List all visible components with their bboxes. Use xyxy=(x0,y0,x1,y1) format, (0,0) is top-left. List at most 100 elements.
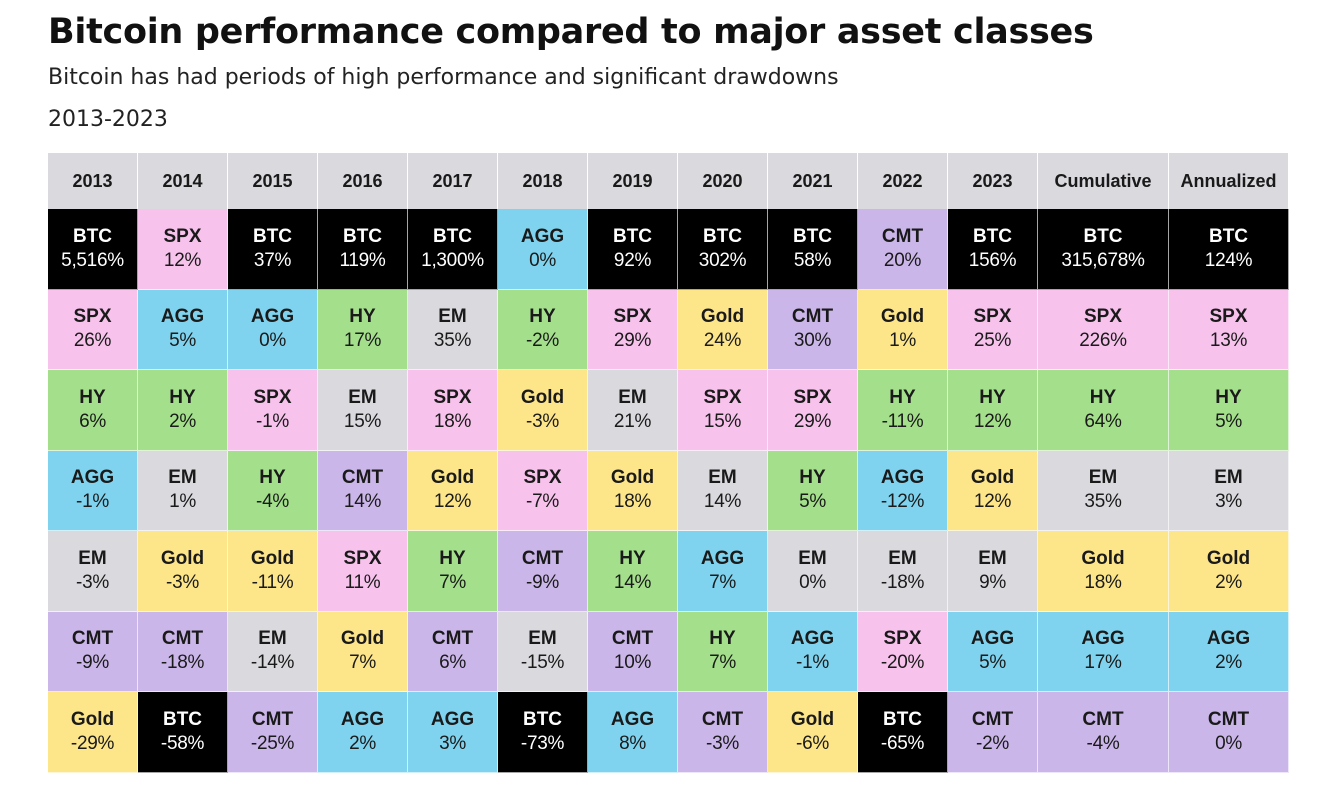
asset-label: AGG xyxy=(70,467,115,489)
performance-cell: Gold 18% xyxy=(588,450,678,531)
return-value: 35% xyxy=(433,330,472,352)
return-value: 9% xyxy=(979,571,1006,593)
performance-cell: AGG 17% xyxy=(1038,611,1169,692)
performance-cell: SPX -20% xyxy=(858,611,948,692)
asset-label: AGG xyxy=(700,547,745,569)
return-value: -2% xyxy=(526,330,559,352)
asset-label: SPX xyxy=(73,306,112,328)
asset-label: AGG xyxy=(520,225,565,247)
asset-label: HY xyxy=(529,306,556,328)
performance-cell: CMT 6% xyxy=(408,611,498,692)
performance-cell: CMT 30% xyxy=(768,289,858,370)
asset-label: CMT xyxy=(71,628,114,650)
performance-cell: HY 64% xyxy=(1038,370,1169,451)
asset-label: Gold xyxy=(970,467,1015,489)
asset-label: AGG xyxy=(1081,628,1125,650)
asset-label: HY xyxy=(889,386,916,408)
return-value: 15% xyxy=(703,410,742,432)
performance-cell: AGG 5% xyxy=(138,289,228,370)
return-value: -3% xyxy=(706,732,739,754)
chart-title: Bitcoin performance compared to major as… xyxy=(48,12,1094,52)
performance-cell: SPX 29% xyxy=(768,370,858,451)
asset-label: CMT xyxy=(971,708,1014,730)
asset-label: CMT xyxy=(611,628,654,650)
asset-label: Gold xyxy=(790,708,835,730)
asset-label: SPX xyxy=(1083,306,1123,328)
column-header: 2014 xyxy=(138,153,228,209)
return-value: 1% xyxy=(169,491,196,513)
asset-label: AGG xyxy=(880,467,925,489)
return-value: -6% xyxy=(796,732,829,754)
return-value: 35% xyxy=(1084,491,1122,513)
performance-cell: SPX 12% xyxy=(138,209,228,290)
performance-cell: BTC 119% xyxy=(318,209,408,290)
performance-cell: CMT -2% xyxy=(948,692,1038,773)
asset-label: Gold xyxy=(700,306,745,328)
column-header: 2018 xyxy=(498,153,588,209)
return-value: 2% xyxy=(169,410,196,432)
return-value: 64% xyxy=(1084,410,1122,432)
performance-cell: SPX -7% xyxy=(498,450,588,531)
return-value: 5% xyxy=(169,330,196,352)
chart-subtitle: Bitcoin has had periods of high performa… xyxy=(48,65,839,90)
performance-cell: CMT 0% xyxy=(1169,692,1289,773)
asset-label: BTC xyxy=(342,225,383,247)
performance-cell: HY 5% xyxy=(768,450,858,531)
performance-cell: HY 6% xyxy=(48,370,138,451)
return-value: 29% xyxy=(613,330,652,352)
asset-label: Gold xyxy=(250,547,295,569)
return-value: 156% xyxy=(968,249,1017,271)
performance-cell: AGG -1% xyxy=(48,450,138,531)
performance-cell: SPX -1% xyxy=(228,370,318,451)
performance-cell: SPX 25% xyxy=(948,289,1038,370)
asset-label: SPX xyxy=(343,547,382,569)
asset-label: SPX xyxy=(703,386,742,408)
return-value: -58% xyxy=(160,732,205,754)
asset-label: AGG xyxy=(1206,628,1251,650)
performance-table: 2013 2014 2015 2016 2017 2018 2019 2020 2021 2022… xyxy=(48,153,1289,773)
performance-cell: EM 9% xyxy=(948,531,1038,612)
asset-label: CMT xyxy=(431,628,474,650)
return-value: -11% xyxy=(251,571,294,593)
asset-label: SPX xyxy=(1209,306,1248,328)
return-value: 12% xyxy=(433,491,472,513)
asset-label: EM xyxy=(1214,467,1243,489)
asset-label: BTC xyxy=(882,708,923,730)
asset-label: SPX xyxy=(433,386,472,408)
return-value: 21% xyxy=(613,410,652,432)
column-header: 2021 xyxy=(768,153,858,209)
performance-cell: CMT -9% xyxy=(48,611,138,692)
return-value: -2% xyxy=(976,732,1009,754)
performance-cell: EM 35% xyxy=(1038,450,1169,531)
performance-cell: Gold 12% xyxy=(948,450,1038,531)
return-value: -14% xyxy=(250,652,295,674)
performance-cell: HY 7% xyxy=(678,611,768,692)
asset-label: EM xyxy=(258,628,287,650)
column-header: 2020 xyxy=(678,153,768,209)
return-value: 2% xyxy=(1215,571,1242,593)
asset-label: BTC xyxy=(972,225,1013,247)
return-value: 12% xyxy=(973,491,1012,513)
asset-label: HY xyxy=(1215,386,1242,408)
performance-cell: BTC 5,516% xyxy=(48,209,138,290)
performance-cell: SPX 26% xyxy=(48,289,138,370)
column-header: 2015 xyxy=(228,153,318,209)
return-value: 18% xyxy=(1084,571,1122,593)
performance-cell: HY 5% xyxy=(1169,370,1289,451)
asset-label: EM xyxy=(348,386,377,408)
performance-cell: BTC 302% xyxy=(678,209,768,290)
asset-label: HY xyxy=(169,386,196,408)
return-value: -12% xyxy=(880,491,925,513)
asset-label: EM xyxy=(78,547,107,569)
asset-label: SPX xyxy=(253,386,292,408)
asset-label: BTC xyxy=(432,225,473,247)
return-value: 92% xyxy=(613,249,652,271)
return-value: -29% xyxy=(70,732,115,754)
asset-label: CMT xyxy=(881,225,924,247)
performance-cell: Gold 7% xyxy=(318,611,408,692)
return-value: 8% xyxy=(619,732,646,754)
return-value: 315,678% xyxy=(1061,249,1145,271)
performance-cell: EM -18% xyxy=(858,531,948,612)
asset-label: AGG xyxy=(610,708,655,730)
asset-label: SPX xyxy=(613,306,652,328)
